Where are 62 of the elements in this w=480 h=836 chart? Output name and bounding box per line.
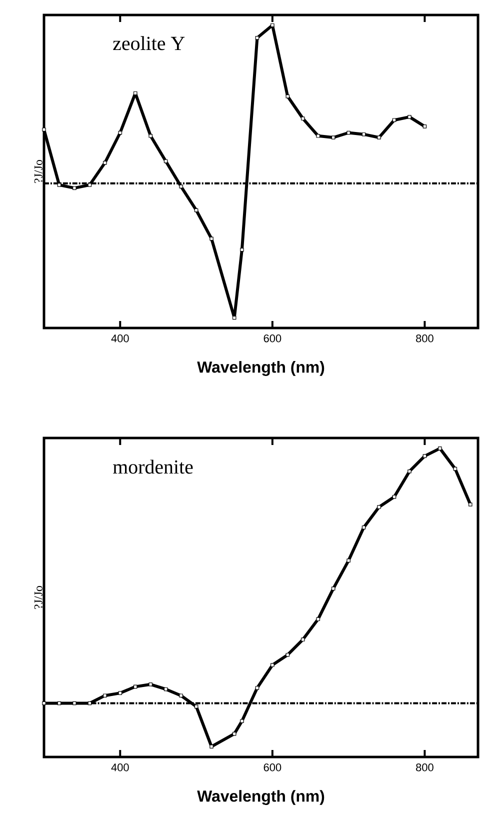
point bbox=[103, 160, 107, 165]
x-axis-title: Wavelength (nm) bbox=[197, 361, 324, 376]
point bbox=[179, 184, 183, 188]
point bbox=[362, 526, 366, 530]
point bbox=[103, 694, 107, 698]
point bbox=[392, 118, 396, 122]
x-tick-label: 800 bbox=[416, 764, 434, 772]
point bbox=[232, 732, 236, 736]
point bbox=[270, 663, 274, 667]
point bbox=[240, 719, 244, 723]
point bbox=[240, 248, 244, 252]
point bbox=[148, 682, 152, 686]
point bbox=[133, 684, 138, 689]
point bbox=[408, 115, 412, 119]
point bbox=[300, 638, 305, 642]
point bbox=[468, 502, 472, 506]
point bbox=[118, 691, 122, 695]
point bbox=[377, 136, 381, 140]
point bbox=[286, 94, 290, 98]
point bbox=[300, 116, 305, 120]
x-tick-label: 600 bbox=[264, 764, 282, 772]
point bbox=[210, 236, 214, 241]
point bbox=[72, 701, 76, 706]
point bbox=[408, 469, 412, 474]
point bbox=[331, 586, 336, 590]
point bbox=[194, 704, 198, 708]
point bbox=[270, 23, 274, 28]
point bbox=[255, 36, 260, 40]
point bbox=[392, 494, 396, 499]
y-axis-title: ?J/Jo bbox=[34, 586, 42, 609]
point bbox=[316, 617, 320, 622]
chart-title: zeolite Y bbox=[113, 36, 185, 50]
x-axis-title: Wavelength (nm) bbox=[197, 790, 324, 805]
point bbox=[42, 128, 46, 132]
point bbox=[422, 124, 427, 128]
point bbox=[88, 183, 92, 187]
point bbox=[438, 446, 442, 450]
y-axis-title: ?J/Jo bbox=[34, 160, 42, 183]
point bbox=[148, 134, 152, 138]
point bbox=[232, 316, 236, 320]
point bbox=[42, 701, 46, 706]
point bbox=[133, 91, 138, 96]
point bbox=[210, 744, 214, 748]
x-tick-label: 800 bbox=[416, 334, 434, 342]
point bbox=[362, 132, 366, 136]
point bbox=[316, 134, 320, 138]
point bbox=[453, 466, 458, 471]
x-tick-label: 600 bbox=[264, 334, 282, 342]
point bbox=[57, 183, 62, 187]
point bbox=[377, 505, 381, 509]
x-tick-label: 400 bbox=[111, 764, 129, 772]
point bbox=[346, 558, 350, 562]
chart-title: mordenite bbox=[113, 460, 193, 474]
point bbox=[331, 136, 336, 140]
point bbox=[422, 454, 427, 458]
point bbox=[255, 686, 260, 690]
point bbox=[346, 130, 350, 135]
point bbox=[179, 694, 183, 698]
point bbox=[118, 130, 122, 135]
point bbox=[72, 186, 76, 190]
x-tick-label: 400 bbox=[111, 334, 129, 342]
point bbox=[286, 652, 290, 657]
